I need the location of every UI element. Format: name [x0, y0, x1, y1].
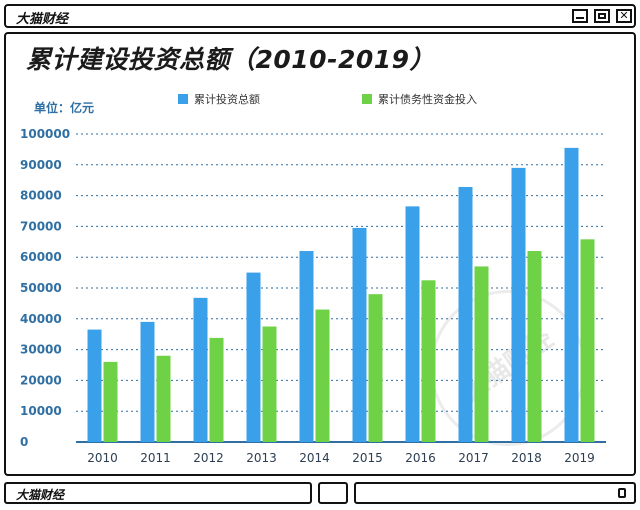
- bar-total-investment: [246, 272, 261, 442]
- bar-debt-funding: [103, 361, 118, 442]
- bar-total-investment: [140, 321, 155, 442]
- footer-title: 大猫财经: [16, 488, 65, 502]
- legend-label-debt: 累计债务性资金投入: [378, 93, 477, 106]
- bar-debt-funding: [315, 309, 330, 442]
- bar-total-investment: [458, 186, 473, 442]
- footer-status-box: [354, 482, 636, 504]
- y-tick-label: 20000: [20, 373, 62, 387]
- bar-debt-funding: [156, 355, 171, 442]
- legend-swatch-blue: [178, 94, 188, 104]
- y-tick-label: 30000: [20, 343, 62, 357]
- window-titlebar: 大猫财经 ✕: [4, 4, 636, 28]
- y-tick-label: 10000: [20, 404, 62, 418]
- x-tick-label: 2019: [564, 451, 595, 465]
- x-tick-label: 2012: [193, 451, 224, 465]
- bar-debt-funding: [209, 337, 224, 442]
- footer-bar: 大猫财经: [4, 482, 312, 504]
- unit-label: 单位：亿元: [34, 101, 95, 115]
- bar-debt-funding: [474, 266, 489, 442]
- x-tick-label: 2016: [405, 451, 436, 465]
- bar-total-investment: [405, 206, 420, 442]
- x-tick-label: 2010: [87, 451, 118, 465]
- y-tick-label: 40000: [20, 312, 62, 326]
- y-tick-label: 50000: [20, 281, 62, 295]
- legend-item-total: 累计投资总额: [178, 91, 260, 107]
- legend-label-total: 累计投资总额: [194, 93, 260, 106]
- bar-total-investment: [299, 251, 314, 442]
- y-tick-label: 80000: [20, 189, 62, 203]
- bar-debt-funding: [262, 326, 277, 442]
- legend-swatch-green: [362, 94, 372, 104]
- bar-total-investment: [511, 167, 526, 442]
- x-tick-label: 2018: [511, 451, 542, 465]
- x-tick-label: 2011: [140, 451, 171, 465]
- close-button[interactable]: ✕: [616, 9, 632, 23]
- y-tick-label: 60000: [20, 250, 62, 264]
- legend-item-debt: 累计债务性资金投入: [362, 91, 477, 107]
- window-title: 大猫财经: [16, 12, 69, 27]
- chart-title: 累计建设投资总额（2010-2019）: [26, 45, 436, 74]
- x-tick-label: 2013: [246, 451, 277, 465]
- x-tick-label: 2015: [352, 451, 383, 465]
- footer-slot-icon: [618, 488, 626, 498]
- bar-total-investment: [193, 297, 208, 442]
- bar-total-investment: [87, 329, 102, 442]
- x-tick-label: 2017: [458, 451, 489, 465]
- bar-debt-funding: [527, 251, 542, 442]
- footer-button[interactable]: [318, 482, 348, 504]
- bar-debt-funding: [421, 280, 436, 442]
- bar-total-investment: [352, 227, 367, 442]
- y-tick-label: 70000: [20, 219, 62, 233]
- bar-debt-funding: [368, 294, 383, 442]
- y-tick-label: 0: [20, 435, 28, 449]
- y-tick-label: 100000: [20, 127, 70, 141]
- bar-total-investment: [564, 147, 579, 443]
- maximize-button[interactable]: [594, 9, 610, 23]
- x-tick-label: 2014: [299, 451, 330, 465]
- bar-debt-funding: [580, 239, 595, 442]
- minimize-button[interactable]: [572, 9, 588, 23]
- y-tick-label: 90000: [20, 158, 62, 172]
